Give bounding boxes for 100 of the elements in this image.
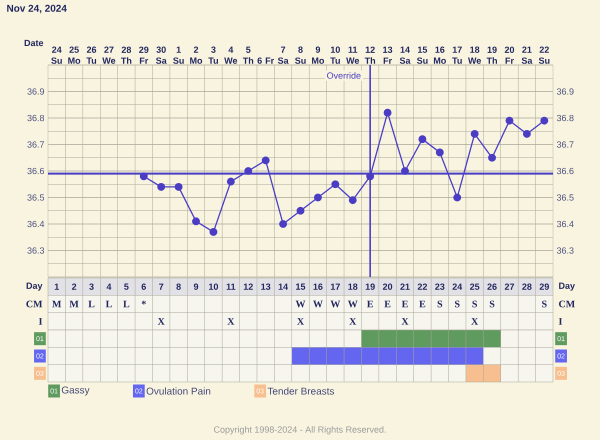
x-tick-label: 25 (470, 283, 480, 290)
x-tick-label: 11 (226, 284, 236, 290)
text: Copyright 1998-2024 - All Rights Reserved. (214, 426, 386, 434)
y-tick-label: CM (559, 300, 575, 308)
y-tick-label: 36.3 (27, 247, 44, 254)
x-tick-label: 27 (504, 284, 514, 290)
point (192, 217, 200, 226)
chart-title: Nov 24, 2024 (7, 4, 67, 14)
text: L (106, 300, 112, 308)
x-tick-label: 2 (72, 284, 76, 290)
x-tick-label: 7 Sa (278, 46, 289, 64)
x-tick-label: 6 Fr (258, 57, 274, 64)
text: X (402, 318, 408, 325)
x-tick-label: 14 Sa (400, 46, 411, 64)
x-tick-label: 26 (487, 283, 497, 290)
x-tick-label: 15 Su (416, 46, 428, 64)
text: X (158, 318, 165, 325)
x-tick-label: 21 Sa (522, 46, 532, 64)
text: S (454, 300, 460, 308)
x-tick-label: 1 (54, 284, 59, 290)
y-tick-label: I (558, 318, 562, 325)
point (157, 182, 166, 191)
x-tick-label: 8 Su (295, 46, 306, 64)
point (366, 172, 374, 180)
point (401, 167, 409, 175)
x-tick-label: 20 Fr (504, 46, 514, 64)
x-tick-label: 29 Fr (139, 46, 148, 64)
text: E (384, 300, 390, 308)
x-tick-label: 13 Fr (383, 46, 392, 64)
point (436, 148, 444, 156)
x-tick-label: 16 Mo (434, 46, 446, 64)
x-tick-label: 10 Tu (330, 46, 340, 64)
x-tick-label: 11 We (346, 46, 360, 64)
x-tick-label: 7 (159, 284, 164, 290)
x-tick-label: 9 Mo (312, 46, 324, 64)
y-tick-label: 36.5 (27, 194, 44, 201)
x-tick-label: 28 (522, 283, 532, 290)
point (226, 178, 235, 186)
y-tick-label: 36.7 (27, 141, 44, 148)
x-tick-label: 6 (142, 283, 146, 290)
point (506, 116, 514, 125)
y-tick-label: 36.6 (27, 168, 44, 174)
x-tick-label: 20 (382, 283, 392, 290)
x-tick-label: 19 Th (486, 46, 497, 64)
text: Day (559, 282, 575, 291)
point (296, 206, 304, 215)
legend-label: Ovulation Pain (146, 387, 210, 395)
point (244, 167, 252, 175)
x-tick-label: 22 Su (538, 46, 550, 64)
point (279, 220, 288, 228)
legend-label: Gassy (62, 386, 90, 396)
text: S (438, 300, 442, 308)
text: S (472, 300, 477, 308)
x-tick-label: 14 (278, 284, 288, 290)
point (470, 130, 479, 138)
x-tick-label: 16 (313, 283, 323, 290)
text: X (297, 318, 304, 325)
x-tick-label: 4 (106, 284, 112, 290)
x-tick-label: 2 Mo (190, 46, 202, 64)
x-tick-label: 8 (176, 283, 181, 290)
point (453, 194, 462, 202)
text: W (296, 300, 306, 308)
text: E (367, 300, 373, 308)
text: W (348, 300, 358, 308)
point (174, 182, 183, 191)
y-tick-label: 36.9 (27, 88, 44, 95)
y-tick-label: 36.4 (27, 220, 44, 228)
point (314, 194, 322, 202)
x-tick-label: 22 (418, 284, 428, 290)
x-tick-label: 17 (330, 284, 340, 290)
x-axis-title: Date (24, 40, 44, 46)
x-tick-label: 1 Su (173, 46, 184, 64)
point (522, 130, 531, 138)
text: S (542, 300, 547, 308)
x-tick-label: 24 (452, 284, 462, 290)
point (384, 108, 392, 117)
x-tick-label: 9 (194, 283, 198, 290)
point (348, 196, 357, 204)
x-tick-label: 3 Tu (208, 46, 218, 64)
x-axis-title: Day (26, 282, 42, 291)
text: E (419, 300, 426, 308)
point (540, 116, 548, 125)
ref-line-label: Override (327, 72, 361, 79)
x-tick-label: 24 Su (51, 46, 62, 64)
x-tick-label: 27 We (102, 46, 116, 64)
x-tick-label: 29 (540, 283, 549, 290)
legend-label: Tender Breasts (268, 387, 334, 395)
x-tick-label: 17 Tu (452, 46, 462, 64)
x-tick-label: 25 Mo (68, 46, 80, 64)
text: S (490, 300, 494, 308)
x-tick-label: 23 (435, 283, 444, 290)
x-tick-label: 26 Tu (86, 46, 96, 64)
x-tick-label: 3 (89, 283, 94, 290)
y-tick-label: 36.8 (27, 114, 44, 122)
text: * (142, 300, 146, 304)
point (488, 154, 496, 162)
x-tick-label: 18 We (468, 46, 481, 64)
x-tick-label: 13 (261, 283, 270, 290)
x-tick-label: 21 (400, 284, 410, 290)
x-tick-label: 5 (124, 284, 129, 290)
